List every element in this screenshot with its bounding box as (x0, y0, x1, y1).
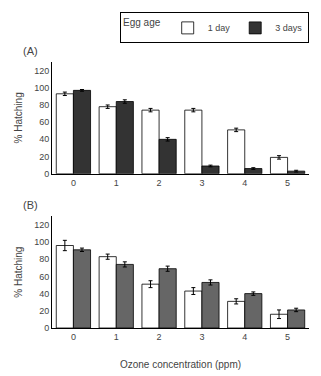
svg-text:20: 20 (39, 152, 49, 162)
svg-text:0: 0 (71, 332, 76, 342)
svg-text:100: 100 (34, 237, 49, 247)
svg-text:5: 5 (285, 332, 290, 342)
svg-text:40: 40 (39, 289, 49, 299)
svg-text:4: 4 (242, 178, 247, 188)
svg-text:0: 0 (71, 178, 76, 188)
svg-text:120: 120 (34, 220, 49, 230)
svg-text:60: 60 (39, 272, 49, 282)
svg-text:3: 3 (199, 332, 204, 342)
svg-text:40: 40 (39, 134, 49, 144)
svg-text:20: 20 (39, 306, 49, 316)
svg-text:1: 1 (114, 332, 119, 342)
svg-text:% Hatching: % Hatching (13, 247, 24, 298)
svg-text:1 day: 1 day (208, 23, 231, 33)
svg-text:2: 2 (157, 178, 162, 188)
svg-text:(A): (A) (23, 45, 38, 57)
svg-text:60: 60 (39, 117, 49, 127)
svg-text:80: 80 (39, 100, 49, 110)
svg-text:1: 1 (114, 178, 119, 188)
svg-text:4: 4 (242, 332, 247, 342)
svg-text:5: 5 (285, 178, 290, 188)
svg-text:0: 0 (44, 323, 49, 333)
svg-text:0: 0 (44, 169, 49, 179)
svg-text:2: 2 (157, 332, 162, 342)
svg-text:80: 80 (39, 254, 49, 264)
svg-text:% Hatching: % Hatching (13, 92, 24, 143)
svg-text:100: 100 (34, 83, 49, 93)
svg-text:Ozone concentration (ppm): Ozone concentration (ppm) (120, 359, 241, 370)
svg-text:3: 3 (199, 178, 204, 188)
svg-text:3 days: 3 days (275, 23, 302, 33)
svg-text:(B): (B) (23, 199, 38, 211)
svg-text:120: 120 (34, 66, 49, 76)
svg-text:Egg age: Egg age (123, 17, 161, 28)
